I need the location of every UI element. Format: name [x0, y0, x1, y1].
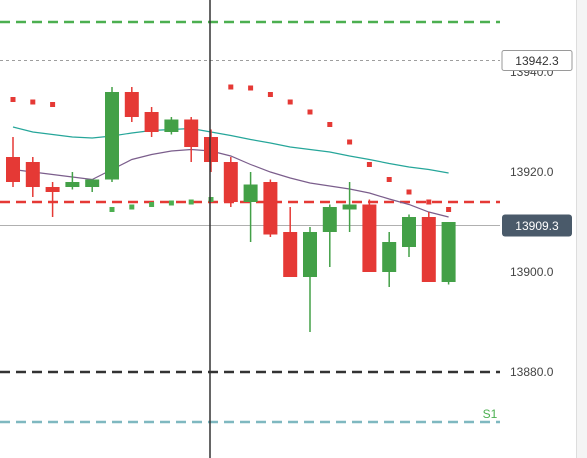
candle: [144, 107, 159, 137]
price-tag: 13942.3: [501, 50, 573, 71]
candle: [382, 232, 397, 287]
psar-dot: [10, 97, 16, 102]
candle-body: [362, 204, 377, 272]
psar-dot: [149, 202, 155, 207]
candle-body: [421, 217, 436, 282]
candle: [184, 117, 199, 162]
candles: [6, 87, 456, 332]
parabolic-sar-dots: [10, 84, 452, 212]
candle-body: [184, 119, 199, 147]
psar-dot: [30, 99, 36, 105]
psar-dot: [208, 197, 214, 202]
psar-dot: [327, 122, 333, 127]
candle: [342, 182, 357, 232]
level-label: S1: [483, 407, 498, 421]
candle: [322, 204, 337, 267]
candle: [25, 157, 40, 197]
candle-body: [65, 182, 80, 187]
candle-body: [283, 232, 298, 277]
psar-dot: [109, 207, 115, 212]
candle: [421, 212, 436, 282]
price-tick-label: 13900.0: [510, 265, 554, 279]
psar-dot: [50, 102, 56, 107]
candle-body: [204, 137, 218, 162]
candle-body: [441, 222, 456, 282]
price-tag-label: 13942.3: [515, 54, 559, 68]
candle-body: [342, 204, 357, 210]
candle: [283, 207, 298, 277]
candle: [243, 172, 258, 242]
candle-body: [243, 184, 258, 202]
psar-dot: [446, 207, 452, 212]
candle: [303, 227, 317, 332]
moving-average-lines: [12, 126, 449, 218]
price-axis-scrollbar[interactable]: [576, 0, 587, 458]
candle: [223, 157, 238, 207]
candle-body: [6, 157, 20, 182]
candle-body: [45, 187, 60, 192]
price-tick-label: 13920.0: [510, 165, 554, 179]
moving-average-line: [12, 148, 449, 218]
candle-body: [303, 232, 317, 277]
candle: [402, 214, 416, 257]
candle-body: [25, 162, 40, 187]
psar-dot: [366, 162, 372, 167]
candle-body: [322, 207, 337, 232]
psar-dot: [168, 200, 174, 206]
candle: [164, 117, 179, 135]
psar-dot: [228, 84, 234, 90]
psar-dot: [347, 139, 353, 145]
candle: [85, 179, 100, 192]
candle-body: [402, 217, 416, 247]
candle: [105, 87, 119, 182]
candle: [65, 172, 80, 190]
psar-dot: [426, 199, 432, 205]
psar-dot: [267, 92, 273, 97]
candle: [204, 129, 218, 172]
candle-body: [105, 92, 119, 180]
candle: [124, 87, 139, 122]
candle-body: [124, 92, 139, 117]
price-tag: 13909.3: [502, 214, 572, 237]
candle: [441, 222, 456, 285]
price-tag-label: 13909.3: [515, 219, 559, 233]
candle-body: [263, 182, 278, 235]
psar-dot: [248, 85, 254, 91]
candle-body: [144, 112, 159, 132]
price-tag-box: [501, 50, 573, 71]
candle: [362, 199, 377, 272]
candle-body: [382, 242, 397, 272]
psar-dot: [129, 204, 135, 210]
candle-body: [223, 162, 238, 202]
price-tags: 13942.3 13909.3: [501, 50, 573, 237]
psar-dot: [386, 177, 392, 182]
candle: [45, 182, 60, 217]
psar-dot: [307, 109, 313, 115]
moving-average-line: [12, 126, 449, 174]
candle-body: [164, 119, 179, 132]
psar-dot: [287, 99, 293, 105]
candle-body: [85, 179, 100, 187]
candle: [6, 137, 20, 187]
candle: [263, 179, 278, 237]
psar-dot: [406, 189, 412, 195]
price-tick-label: 13880.0: [510, 365, 554, 379]
price-tag-box: [502, 214, 572, 237]
psar-dot: [188, 199, 194, 205]
